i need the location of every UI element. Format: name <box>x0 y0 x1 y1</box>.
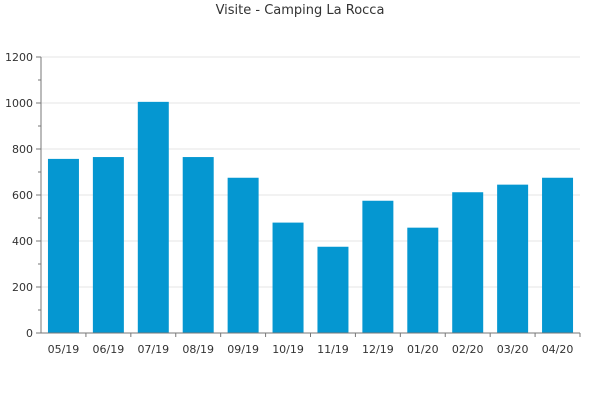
bar-04-20 <box>542 177 574 333</box>
x-tick-label: 08/19 <box>182 343 214 356</box>
x-tick-label: 09/19 <box>227 343 259 356</box>
x-tick-label: 07/19 <box>137 343 169 356</box>
bar-07-19 <box>137 101 169 333</box>
bar-06-19 <box>92 157 124 333</box>
bar-02-20 <box>452 192 484 333</box>
x-tick-label: 02/20 <box>452 343 484 356</box>
bar-12-19 <box>362 200 394 333</box>
x-tick-label: 05/19 <box>48 343 80 356</box>
bar-01-20 <box>407 227 439 333</box>
bar-03-20 <box>497 184 529 333</box>
y-tick-label: 800 <box>12 143 33 156</box>
y-tick-label: 400 <box>12 235 33 248</box>
x-tick-label: 11/19 <box>317 343 349 356</box>
bar-05-19 <box>47 158 79 333</box>
x-tick-label: 12/19 <box>362 343 394 356</box>
y-tick-label: 1200 <box>5 51 33 64</box>
bar-09-19 <box>227 177 259 333</box>
bar-10-19 <box>272 222 304 333</box>
y-tick-label: 200 <box>12 281 33 294</box>
bar-08-19 <box>182 157 214 333</box>
chart-title: Visite - Camping La Rocca <box>215 3 385 18</box>
x-tick-label: 06/19 <box>93 343 125 356</box>
x-tick-label: 04/20 <box>542 343 574 356</box>
y-tick-label: 0 <box>26 327 33 340</box>
y-tick-label: 1000 <box>5 97 33 110</box>
y-tick-label: 600 <box>12 189 33 202</box>
x-tick-label: 10/19 <box>272 343 304 356</box>
x-tick-label: 01/20 <box>407 343 439 356</box>
x-tick-label: 03/20 <box>497 343 529 356</box>
bar-11-19 <box>317 246 349 333</box>
